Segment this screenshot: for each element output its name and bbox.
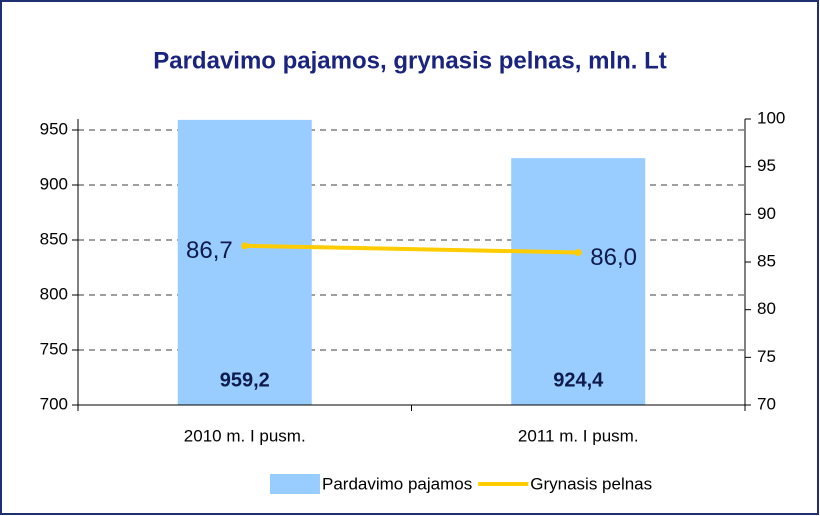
y-tick-label: 850 xyxy=(40,229,68,248)
y2-tick-label: 80 xyxy=(757,299,776,318)
line-point xyxy=(241,242,249,250)
bar xyxy=(511,158,646,405)
bar-value-label: 959,2 xyxy=(220,369,270,391)
y2-tick-label: 95 xyxy=(757,156,776,175)
y-tick-label: 750 xyxy=(40,339,68,358)
line-value-label: 86,0 xyxy=(590,244,637,271)
chart-title: Pardavimo pajamos, grynasis pelnas, mln.… xyxy=(153,47,667,74)
y2-tick-label: 90 xyxy=(757,204,776,223)
line-value-label: 86,7 xyxy=(186,237,233,264)
y-tick-label: 800 xyxy=(40,284,68,303)
y2-tick-label: 75 xyxy=(757,347,776,366)
y-tick-label: 900 xyxy=(40,174,68,193)
x-tick-label: 2011 m. I pusm. xyxy=(518,426,639,445)
bar-value-label: 924,4 xyxy=(553,369,604,391)
legend-swatch xyxy=(270,474,320,494)
line-point xyxy=(574,248,582,256)
y2-tick-label: 70 xyxy=(757,394,776,413)
y2-tick-label: 85 xyxy=(757,251,776,270)
x-tick-label: 2010 m. I pusm. xyxy=(184,426,306,445)
y2-tick-label: 100 xyxy=(757,108,785,127)
y-tick-label: 950 xyxy=(40,119,68,138)
line-series xyxy=(244,243,579,255)
y-tick-label: 700 xyxy=(40,394,68,413)
legend-label: Grynasis pelnas xyxy=(530,474,652,493)
bar xyxy=(177,119,312,405)
legend-label: Pardavimo pajamos xyxy=(322,474,472,493)
